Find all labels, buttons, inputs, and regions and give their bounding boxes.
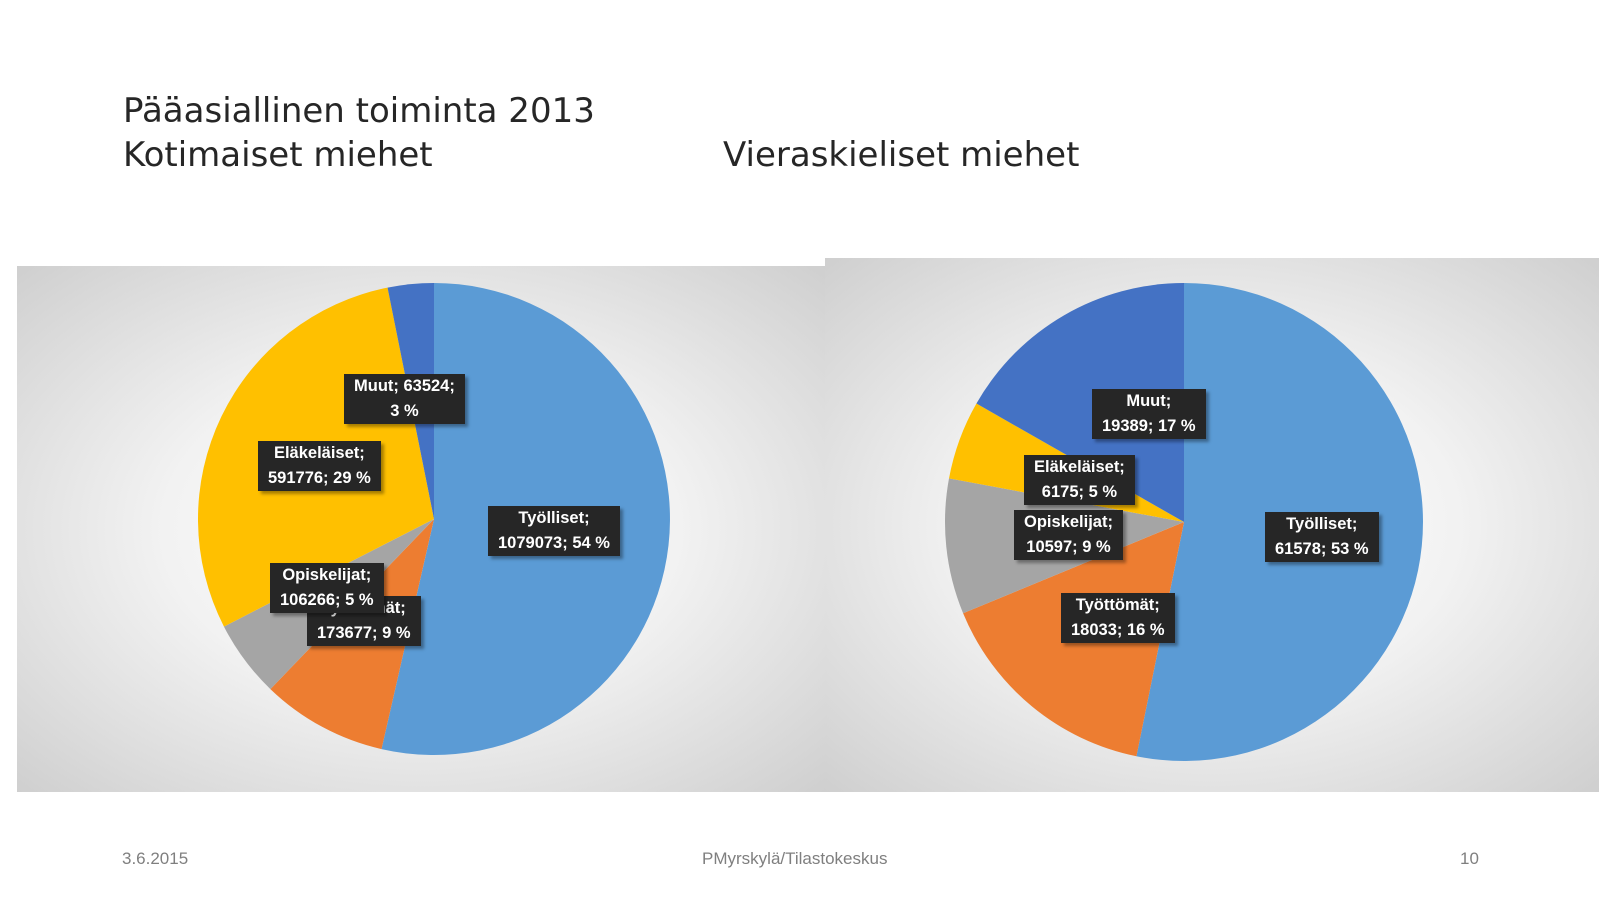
data-label-opiskelijat: Opiskelijat; 106266; 5 %: [270, 563, 384, 613]
pie-chart-kotimaiset: [197, 283, 670, 755]
slide-title: Pääasiallinen toiminta 2013: [123, 91, 595, 131]
data-label-opiskelijat: Opiskelijat; 10597; 9 %: [1014, 510, 1123, 560]
page-number: 10: [1460, 849, 1479, 868]
chart-panel-kotimaiset: Muut; 63524; 3 % Eläkeläiset; 591776; 29 %…: [17, 266, 825, 792]
data-label-tyottomat: Työttömät; 18033; 16 %: [1061, 593, 1175, 643]
data-label-tyolliset: Työlliset; 1079073; 54 %: [488, 506, 620, 556]
footer-source: PMyrskylä/Tilastokeskus: [702, 849, 888, 868]
data-label-tyolliset: Työlliset; 61578; 53 %: [1265, 512, 1379, 562]
left-chart-subtitle: Kotimaiset miehet: [123, 135, 433, 175]
data-label-muut: Muut; 63524; 3 %: [344, 374, 465, 424]
footer-date: 3.6.2015: [122, 849, 189, 868]
data-label-muut: Muut; 19389; 17 %: [1092, 389, 1206, 439]
chart-panel-vieraskieliset: Muut; 19389; 17 % Eläkeläiset; 6175; 5 % O…: [825, 258, 1599, 792]
data-label-elakelaiset: Eläkeläiset; 591776; 29 %: [258, 441, 381, 491]
data-label-elakelaiset: Eläkeläiset; 6175; 5 %: [1024, 455, 1135, 505]
pie-chart-vieraskieliset: [945, 283, 1423, 761]
right-chart-subtitle: Vieraskieliset miehet: [723, 135, 1080, 175]
